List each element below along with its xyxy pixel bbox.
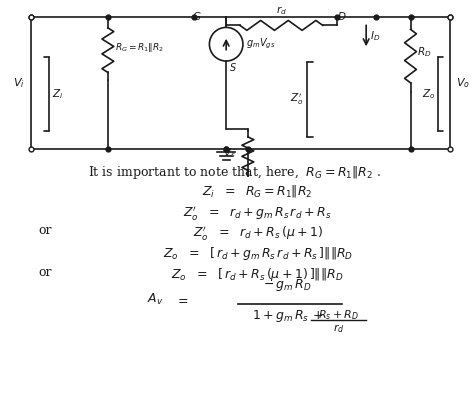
Text: $I_D$: $I_D$ <box>370 29 381 43</box>
Text: D: D <box>337 11 346 22</box>
Text: $r_d$: $r_d$ <box>276 5 287 17</box>
Text: $R_G=R_1\|R_2$: $R_G=R_1\|R_2$ <box>115 41 164 54</box>
Text: $Z_i$: $Z_i$ <box>52 87 63 101</box>
Text: S: S <box>230 63 237 73</box>
Text: It is important to note that, here,  $R_G = R_1 \| R_2$ .: It is important to note that, here, $R_G… <box>89 164 382 181</box>
Text: $Z_o$: $Z_o$ <box>422 87 435 101</box>
Text: $V_s$: $V_s$ <box>223 147 236 160</box>
Text: or: or <box>39 224 52 237</box>
Text: $Z_o \ \ = \ \ [\,r_d + R_s\,(\mu + 1)\,]\|\|R_D$: $Z_o \ \ = \ \ [\,r_d + R_s\,(\mu + 1)\,… <box>172 266 344 283</box>
Text: $R_D$: $R_D$ <box>418 46 432 59</box>
Text: G: G <box>192 11 201 22</box>
Text: $=$: $=$ <box>175 293 189 306</box>
Text: $V_i$: $V_i$ <box>13 76 25 90</box>
Text: $A_v$: $A_v$ <box>147 292 164 307</box>
Text: $-\,g_m\,R_D$: $-\,g_m\,R_D$ <box>263 276 311 293</box>
Text: $R_s + R_D$: $R_s + R_D$ <box>318 308 359 322</box>
Text: $Z_o'$: $Z_o'$ <box>290 92 303 107</box>
Text: $g_m V_{gs}$: $g_m V_{gs}$ <box>246 37 275 51</box>
Text: $Z_o' \ \ = \ \ r_d + R_s\,(\mu + 1)$: $Z_o' \ \ = \ \ r_d + R_s\,(\mu + 1)$ <box>192 224 323 243</box>
Text: $V_o$: $V_o$ <box>456 76 470 90</box>
Text: $Z_i \ \ = \ \ R_G = R_1 \| R_2$: $Z_i \ \ = \ \ R_G = R_1 \| R_2$ <box>202 183 313 199</box>
Text: or: or <box>39 266 52 279</box>
Text: $Z_o' \ \ = \ \ r_d + g_m\,R_s\,r_d + R_s$: $Z_o' \ \ = \ \ r_d + g_m\,R_s\,r_d + R_… <box>183 203 332 222</box>
Text: $1 + g_m\,R_s\, +$: $1 + g_m\,R_s\, +$ <box>252 308 323 324</box>
Text: $Z_o \ \ = \ \ [\,r_d + g_m\,R_s\,r_d + R_s\,]\|\|R_D$: $Z_o \ \ = \ \ [\,r_d + g_m\,R_s\,r_d + … <box>163 245 353 262</box>
Text: $r_d$: $r_d$ <box>333 322 344 335</box>
